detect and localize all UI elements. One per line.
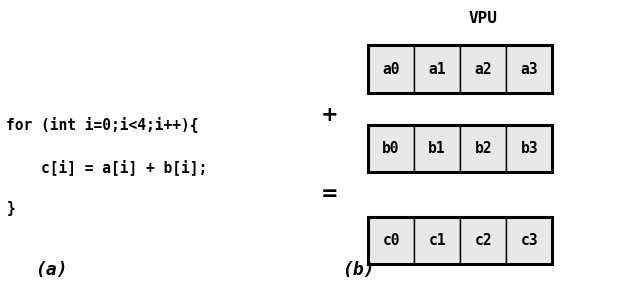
Bar xyxy=(460,124,506,172)
Bar xyxy=(368,217,414,264)
Bar xyxy=(506,45,552,93)
Text: +: + xyxy=(321,105,339,125)
Text: a2: a2 xyxy=(474,62,492,77)
Text: a3: a3 xyxy=(520,62,538,77)
Text: c3: c3 xyxy=(520,233,538,248)
Text: a1: a1 xyxy=(428,62,446,77)
Text: c[i] = a[i] + b[i];: c[i] = a[i] + b[i]; xyxy=(6,159,207,175)
Bar xyxy=(414,45,460,93)
Bar xyxy=(414,217,460,264)
Text: c0: c0 xyxy=(382,233,400,248)
Text: (b): (b) xyxy=(342,262,375,279)
Bar xyxy=(368,124,414,172)
Text: VPU: VPU xyxy=(468,11,498,26)
Bar xyxy=(506,217,552,264)
Bar xyxy=(368,124,552,172)
Bar xyxy=(368,45,552,93)
Text: }: } xyxy=(6,201,15,216)
Bar xyxy=(506,124,552,172)
Text: a0: a0 xyxy=(382,62,400,77)
Text: for (int i=0;i<4;i++){: for (int i=0;i<4;i++){ xyxy=(6,117,199,133)
Text: b2: b2 xyxy=(474,141,492,156)
Text: (a): (a) xyxy=(35,262,68,279)
Text: b0: b0 xyxy=(382,141,400,156)
Text: b3: b3 xyxy=(520,141,538,156)
Text: c1: c1 xyxy=(428,233,446,248)
Bar xyxy=(368,217,552,264)
Bar xyxy=(414,124,460,172)
Text: b1: b1 xyxy=(428,141,446,156)
Bar xyxy=(368,45,414,93)
Bar xyxy=(460,217,506,264)
Text: c2: c2 xyxy=(474,233,492,248)
Text: =: = xyxy=(321,184,339,204)
Bar xyxy=(460,45,506,93)
